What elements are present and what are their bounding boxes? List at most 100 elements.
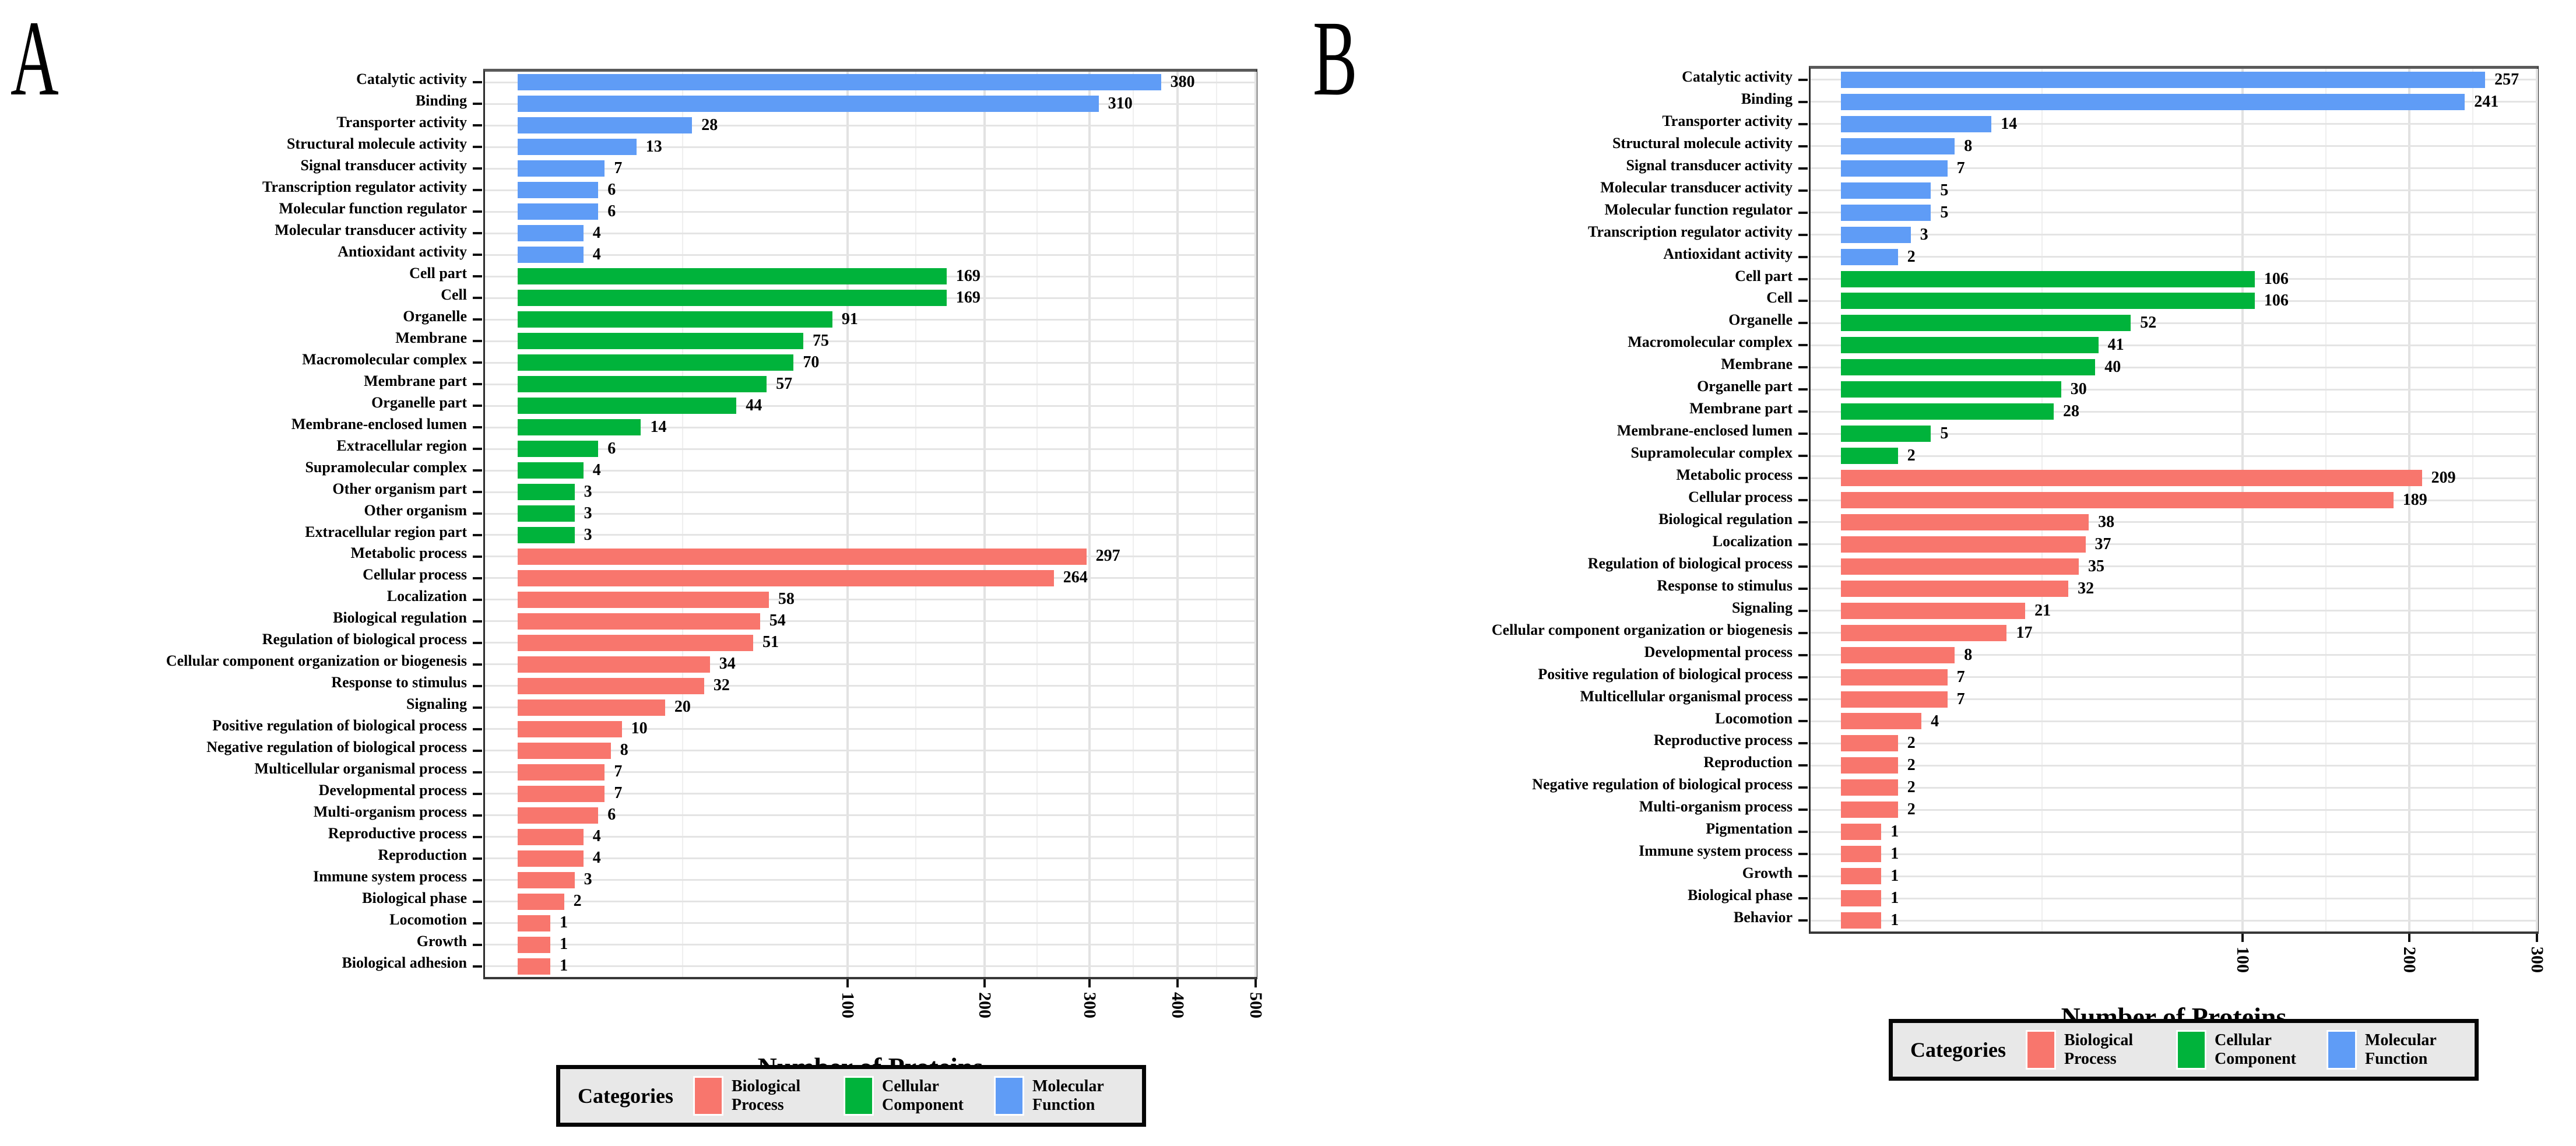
category-label: Membrane-enclosed lumen: [291, 415, 467, 433]
bar-antioxidant-activity: [517, 247, 584, 263]
bar-behavior: [1841, 912, 1882, 929]
value-label: 8: [1964, 136, 1973, 155]
value-label: 310: [1108, 94, 1133, 113]
bar-reproduction: [1841, 757, 1898, 774]
y-axis-tick: [1798, 543, 1808, 546]
value-label: 189: [2402, 491, 2427, 509]
row-gridline: [1811, 897, 2537, 899]
row-gridline: [485, 448, 1256, 450]
value-label: 5: [1940, 203, 1949, 222]
category-label: Membrane: [1721, 356, 1793, 373]
row-gridline: [485, 750, 1256, 752]
minor-gridline: [1133, 72, 1134, 977]
row-gridline: [485, 210, 1256, 213]
row-gridline: [1811, 433, 2537, 435]
category-label: Molecular function regulator: [1604, 201, 1793, 218]
row-gridline: [485, 944, 1256, 946]
bar-localization: [517, 591, 769, 608]
bar-locomotion: [517, 915, 551, 931]
row-gridline: [1811, 875, 2537, 877]
value-label: 4: [592, 223, 601, 242]
row-gridline: [485, 901, 1256, 903]
value-label: 32: [713, 676, 730, 695]
y-axis-tick: [473, 361, 482, 364]
row-gridline: [485, 814, 1256, 817]
bar-molecular-transducer-activity: [1841, 182, 1931, 199]
bar-organelle: [517, 311, 832, 328]
bar-cell-part: [1841, 270, 2255, 287]
y-axis-tick: [473, 965, 482, 968]
y-axis-tick: [473, 706, 482, 709]
value-label: 1: [1890, 911, 1899, 930]
bar-reproduction: [517, 850, 584, 867]
minor-gridline: [681, 72, 683, 977]
legend-item: Cellular Component: [2176, 1030, 2307, 1070]
value-label: 106: [2264, 269, 2289, 288]
category-label: Response to stimulus: [331, 674, 467, 691]
row-gridline: [1811, 698, 2537, 701]
value-label: 2: [1907, 247, 1916, 266]
legend-swatch-biological-process: [693, 1076, 723, 1116]
x-axis-tick: [1176, 979, 1179, 987]
y-axis-tick: [473, 81, 482, 84]
bar-cellular-component-organization-or-biogenesis: [517, 656, 710, 673]
x-axis-tick: [2536, 934, 2538, 942]
y-axis-tick: [1798, 255, 1808, 258]
category-label: Molecular function regulator: [279, 199, 467, 217]
category-label: Binding: [415, 92, 467, 109]
value-label: 106: [2264, 291, 2289, 310]
value-label: 51: [762, 633, 779, 652]
category-label: Catalytic activity: [356, 71, 467, 87]
y-axis-tick: [1798, 277, 1808, 280]
y-axis-tick: [1798, 587, 1808, 590]
y-axis-tick: [473, 835, 482, 838]
y-axis-tick: [1798, 720, 1808, 723]
row-gridline: [485, 922, 1256, 924]
category-label: Growth: [1742, 864, 1793, 882]
bar-catalytic-activity: [517, 74, 1161, 91]
row-gridline: [1811, 565, 2537, 568]
row-gridline: [485, 793, 1256, 795]
y-axis-tick: [473, 857, 482, 860]
panel-label-b: B: [1313, 0, 1358, 118]
bar-biological-adhesion: [517, 958, 551, 975]
bar-catalytic-activity: [1841, 71, 2486, 88]
x-tick-label: 500: [1246, 992, 1266, 1018]
category-label: Signal transducer activity: [300, 156, 467, 174]
row-gridline: [1811, 366, 2537, 368]
row-gridline: [1811, 189, 2537, 192]
panel-label-a: A: [10, 0, 59, 118]
category-label: Locomotion: [389, 911, 467, 929]
category-label: Antioxidant activity: [338, 242, 467, 260]
x-tick-label: 200: [2399, 947, 2419, 973]
category-label: Membrane part: [364, 372, 467, 389]
bar-transporter-activity: [517, 117, 693, 134]
row-gridline: [1811, 388, 2537, 391]
row-gridline: [1811, 521, 2537, 523]
bar-organelle-part: [517, 398, 737, 414]
value-label: 57: [776, 374, 793, 393]
row-gridline: [485, 879, 1256, 881]
bar-extracellular-region: [517, 441, 599, 458]
category-label: Antioxidant activity: [1663, 245, 1793, 262]
major-gridline: [1176, 72, 1179, 977]
row-gridline: [1811, 455, 2537, 457]
category-label: Biological phase: [362, 890, 467, 907]
category-label: Membrane: [395, 329, 467, 346]
row-gridline: [1811, 212, 2537, 214]
bar-multi-organism-process: [517, 807, 599, 824]
value-label: 1: [1890, 867, 1899, 885]
category-label: Metabolic process: [1676, 466, 1793, 484]
legend-swatch-molecular-function: [993, 1076, 1024, 1116]
category-label: Cell part: [409, 264, 467, 282]
value-label: 13: [645, 137, 662, 156]
bar-other-organism-part: [517, 484, 575, 501]
row-gridline: [1811, 808, 2537, 811]
category-label: Developmental process: [1644, 643, 1793, 660]
y-axis-tick: [1798, 897, 1808, 900]
legend-swatch-molecular-function: [2326, 1030, 2357, 1070]
legend-item-label: Biological Process: [2064, 1031, 2134, 1068]
row-gridline: [1811, 410, 2537, 413]
category-label: Growth: [416, 933, 467, 950]
value-label: 54: [769, 611, 786, 630]
